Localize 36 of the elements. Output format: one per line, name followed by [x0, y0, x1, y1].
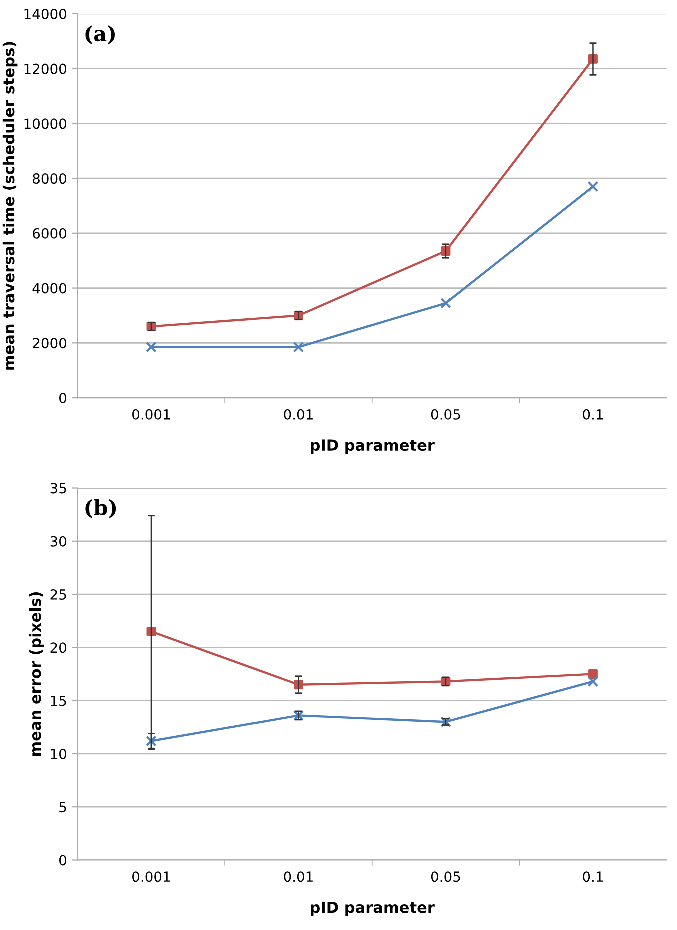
y-axis-title: mean error (pixels) — [29, 592, 44, 756]
x-tick-label: 0.01 — [284, 872, 313, 882]
y-tick-label: 12000 — [24, 64, 67, 74]
y-tick-label: 25 — [50, 590, 66, 600]
y-tick-label: 5 — [60, 802, 66, 813]
x-axis-title: pID parameter — [311, 440, 435, 454]
y-tick-label: 0 — [60, 855, 67, 866]
point — [146, 342, 157, 353]
y-tick-label: 10000 — [24, 118, 67, 130]
annotation: (b) — [86, 499, 116, 518]
y-tick-label: 35 — [50, 483, 66, 494]
y-tick-label: 2000 — [33, 338, 67, 349]
point — [588, 181, 599, 192]
x-tick-label: 0.1 — [583, 409, 603, 420]
annotation: (a) — [86, 25, 115, 45]
point — [588, 676, 599, 688]
y-axis-title: mean traversal time (scheduler steps) — [2, 42, 18, 370]
x-axis-title: pID parameter — [311, 902, 435, 916]
x-tick-label: 0.05 — [431, 409, 460, 420]
y-tick-label: 20 — [50, 642, 67, 654]
y-tick-label: 8000 — [33, 174, 67, 184]
point — [588, 670, 598, 679]
y-tick-label: 15 — [51, 696, 66, 706]
y-tick-label: 10 — [51, 748, 67, 760]
y-tick-label: 4000 — [32, 283, 67, 294]
y-tick-label: 30 — [50, 536, 67, 547]
x-tick-label: 0.01 — [284, 409, 313, 420]
x-tick-label: 0.1 — [583, 872, 603, 882]
y-tick-label: 14000 — [24, 8, 67, 20]
y-tick-label: 6000 — [33, 228, 67, 239]
y-tick-label: 0 — [60, 393, 67, 404]
point — [440, 298, 452, 309]
x-tick-label: 0.05 — [431, 872, 460, 882]
point — [293, 342, 304, 353]
x-tick-label: 0.001 — [132, 409, 170, 420]
x-tick-label: 0.001 — [132, 872, 170, 882]
